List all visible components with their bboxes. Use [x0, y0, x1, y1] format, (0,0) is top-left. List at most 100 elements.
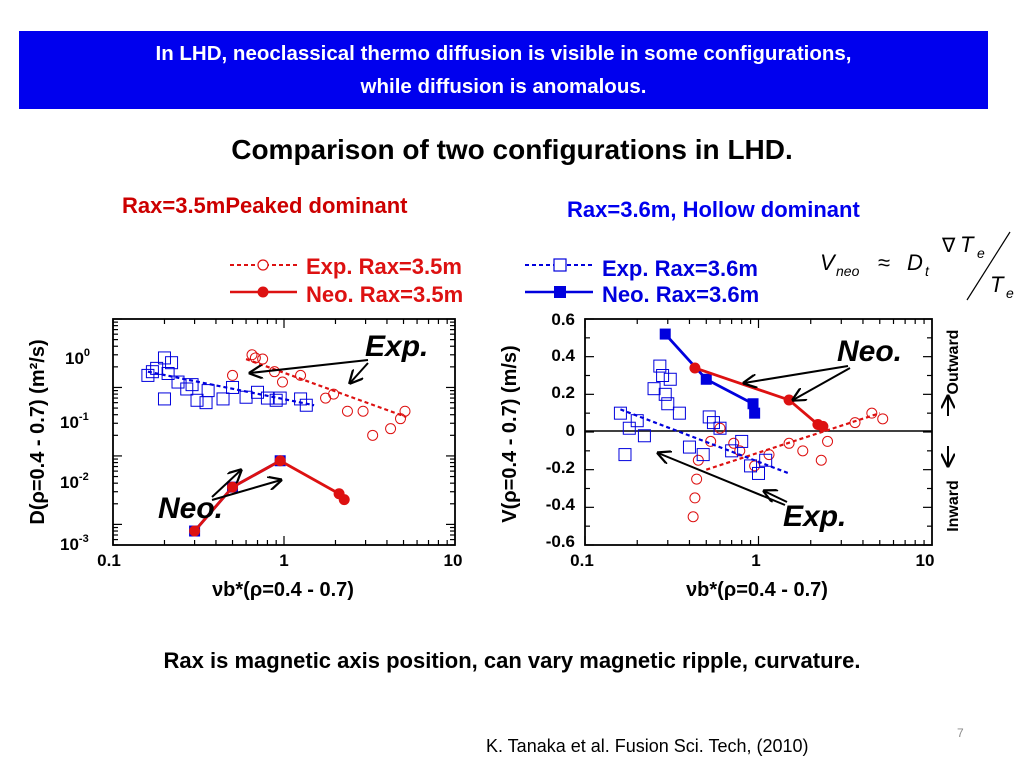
right-exp-rax-3-5m-point	[687, 511, 699, 523]
right-exp-rax-3-6m-point	[630, 414, 644, 428]
formula-d: D	[907, 250, 923, 275]
left-y-axis-label: D(ρ=0.4 - 0.7) (m²/s)	[27, 339, 49, 524]
left-arrow-neo-2	[211, 480, 281, 501]
chart-right-ticks	[584, 318, 932, 546]
formula-fraction-slash	[966, 231, 1011, 301]
config-label-rax36: Rax=3.6m, Hollow dominant	[567, 197, 860, 222]
chart-left-ticks	[112, 318, 455, 546]
left-exp-rax-3-6m-point	[299, 398, 313, 412]
left-exp-rax-3-6m-point	[180, 382, 194, 396]
right-x-axis-label: νb*(ρ=0.4 - 0.7)	[686, 579, 828, 601]
left-ytick-3: 10-3	[60, 533, 89, 554]
left-exp-rax-3-6m-point	[239, 390, 253, 404]
left-exp-rax-3-5m-point	[399, 405, 411, 417]
chart-right-marks	[613, 328, 889, 523]
right-exp-rax-3-5m-point	[815, 454, 827, 466]
right-exp-rax-3-6m-point	[647, 382, 661, 396]
right-ytick-3: 0	[566, 421, 575, 440]
right-arrow-neo-1	[744, 365, 849, 383]
right-xtick-2: 10	[916, 551, 935, 570]
left-exp-rax-3-6m-point	[199, 396, 213, 410]
right-annotation-inward: Inward	[945, 480, 962, 532]
formula-nabla: ∇	[941, 235, 956, 257]
left-arrow-exp-2	[350, 362, 369, 383]
right-neo-rax-3-5m-point	[783, 394, 795, 406]
right-exp-rax-3-5m-point	[797, 445, 809, 457]
right-exp-rax-3-6m-point	[613, 406, 627, 420]
right-neo-rax-3-6m-point	[700, 373, 712, 385]
left-ytick-0: 100	[65, 347, 90, 368]
formula-t-den: T	[990, 272, 1005, 297]
legend-neo35-marker	[257, 286, 269, 298]
left-exp-rax-3-5m-point	[367, 429, 379, 441]
right-exp-rax-3-5m-point	[877, 413, 889, 425]
right-neo-rax-3-5m-point	[817, 420, 829, 432]
left-x-axis-label: νb*(ρ=0.4 - 0.7)	[212, 579, 354, 601]
right-exp-rax-3-6m-point	[622, 421, 636, 435]
right-exp-rax-3-5m-point	[822, 435, 834, 447]
citation: K. Tanaka et al. Fusion Sci. Tech, (2010…	[486, 736, 809, 756]
page-number: 7	[957, 726, 964, 740]
right-arrow-exp-2	[764, 491, 788, 503]
left-exp-rax-3-5m-point	[341, 405, 353, 417]
left-annotation-arrows	[211, 359, 369, 501]
chart-velocity: 0.1 1 10 0.6 0.4 0.2 0 -0.2 -0.4 -0.6 νb…	[499, 310, 962, 601]
left-xtick-0: 0.1	[97, 551, 121, 570]
legend-neo36-label: Neo. Rax=3.6m	[602, 282, 759, 307]
right-annotation-neo: Neo.	[837, 335, 902, 368]
right-exp-rax-3-6m-point	[735, 434, 749, 448]
left-exp-rax-3-5m-point	[394, 413, 406, 425]
left-exp-rax-3-5m-point	[246, 349, 258, 361]
formula-t-den-sub: e	[1006, 285, 1014, 301]
right-exp-rax-3-5m-fit	[705, 412, 881, 471]
left-exp-rax-3-5m-point	[328, 388, 340, 400]
legend-rax36: Exp. Rax=3.6m Neo. Rax=3.6m	[525, 256, 759, 307]
banner-line-1: In LHD, neoclassical thermo diffusion is…	[155, 42, 852, 65]
left-exp-rax-3-6m-point	[157, 392, 171, 406]
legend-rax35: Exp. Rax=3.5m Neo. Rax=3.5m	[230, 254, 463, 307]
right-exp-rax-3-6m-point	[759, 453, 773, 467]
right-neo-rax-3-6m-point	[659, 328, 671, 340]
right-exp-rax-3-6m-point	[725, 444, 739, 458]
legend-neo35-label: Neo. Rax=3.5m	[306, 282, 463, 307]
right-exp-rax-3-5m-point	[689, 492, 701, 504]
right-exp-rax-3-5m-point	[691, 473, 703, 485]
right-exp-rax-3-6m-point	[658, 387, 672, 401]
left-exp-rax-3-6m-point	[145, 365, 159, 379]
right-exp-rax-3-6m-point	[663, 372, 677, 386]
left-xtick-2: 10	[444, 551, 463, 570]
left-exp-rax-3-6m-point	[216, 392, 230, 406]
right-exp-rax-3-6m-point	[656, 369, 670, 382]
left-exp-rax-3-6m-point	[273, 391, 287, 405]
right-exp-rax-3-6m-point	[672, 406, 686, 420]
right-y-axis-label: V(ρ=0.4 - 0.7) (m/s)	[499, 345, 521, 522]
right-annotation-exp: Exp.	[783, 500, 846, 533]
right-ytick-0: 0.6	[551, 310, 575, 329]
left-exp-rax-3-5m-point	[385, 423, 397, 435]
left-exp-rax-3-6m-point	[226, 380, 240, 394]
right-exp-rax-3-6m-point	[744, 459, 758, 473]
left-exp-rax-3-5m-point	[227, 369, 239, 381]
right-ytick-4: -0.2	[546, 458, 575, 477]
right-exp-rax-3-5m-point	[783, 437, 795, 449]
slide-subtitle: Comparison of two configurations in LHD.	[231, 134, 793, 165]
left-exp-rax-3-6m-point	[141, 368, 155, 382]
formula-t-num-sub: e	[977, 245, 985, 261]
legend-exp35-label: Exp. Rax=3.5m	[306, 254, 462, 279]
right-exp-rax-3-6m-fit	[620, 408, 790, 475]
left-exp-rax-3-6m-point	[150, 361, 164, 375]
right-neo-rax-3-5m-point	[689, 362, 701, 374]
left-exp-rax-3-5m-point	[357, 405, 369, 417]
left-exp-rax-3-6m-point	[269, 393, 283, 407]
left-exp-rax-3-6m-point	[161, 366, 175, 380]
formula: V neo ≈ D t ∇ T e T e	[820, 231, 1014, 301]
left-exp-rax-3-5m-point	[257, 353, 269, 365]
left-annotation-neo: Neo.	[158, 492, 223, 525]
left-ytick-1: 10-1	[60, 411, 89, 432]
left-neo-rax-3-5m-point	[274, 455, 286, 467]
left-exp-rax-3-6m-point	[201, 384, 215, 398]
left-exp-rax-3-5m-point	[295, 369, 307, 381]
right-xtick-1: 1	[751, 551, 760, 570]
title-banner: In LHD, neoclassical thermo diffusion is…	[19, 31, 988, 109]
